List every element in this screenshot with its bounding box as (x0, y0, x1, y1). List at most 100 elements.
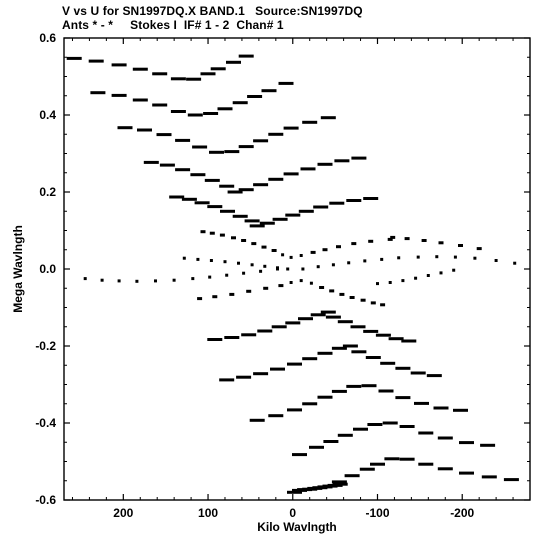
uv-point (353, 427, 368, 431)
x-tick-label: 0 (289, 506, 296, 520)
uv-point (246, 289, 252, 293)
uv-point (263, 286, 269, 290)
uv-point (187, 113, 203, 117)
uv-point (310, 250, 316, 254)
uv-point (346, 384, 362, 388)
uv-point (88, 59, 104, 63)
uv-point (494, 259, 498, 262)
uv-point (342, 344, 358, 348)
uv-point (210, 67, 226, 71)
uv-point (286, 267, 290, 271)
uv-point (283, 126, 299, 130)
uv-point (388, 281, 392, 284)
uv-point (200, 230, 206, 234)
uv-point (325, 315, 341, 319)
uv-point (298, 317, 313, 321)
uv-point (66, 56, 82, 60)
axis-ticks: 200 100 0 -100 -200 0.6 0.4 0.2 0.0 -0.2 -0.4 -0.6 (35, 31, 530, 520)
uv-point (459, 471, 474, 475)
uv-point (437, 467, 453, 471)
uv-point (236, 375, 252, 379)
uv-point (204, 178, 220, 182)
uv-point (363, 197, 379, 200)
uv-point (224, 336, 240, 339)
uv-point (268, 132, 284, 136)
uv-point (416, 255, 420, 259)
uv-point (476, 247, 482, 251)
uv-point (401, 279, 405, 283)
uv-point (207, 205, 223, 209)
uv-point (453, 408, 468, 412)
uv-point (339, 292, 345, 296)
uv-point (368, 239, 374, 243)
uv-point (380, 361, 396, 365)
uv-point (350, 325, 366, 329)
uv-point (225, 273, 229, 277)
uv-point (241, 239, 247, 242)
uv-point (117, 279, 121, 283)
uv-point (437, 436, 453, 440)
x-tick-label: -100 (365, 506, 389, 520)
uv-point (367, 423, 383, 426)
uv-point (426, 374, 442, 378)
uv-point (433, 406, 449, 410)
uv-point (337, 433, 353, 437)
uv-point (285, 321, 301, 325)
uv-point (271, 249, 277, 252)
uv-point (191, 277, 195, 281)
uv-point (182, 256, 186, 260)
uv-point (298, 209, 314, 213)
uv-point (117, 126, 133, 130)
uv-point (83, 277, 87, 281)
uv-point (156, 133, 172, 137)
uv-point (229, 292, 235, 296)
uv-point (220, 209, 235, 213)
uv-point (316, 265, 320, 269)
uv-point (197, 297, 203, 301)
y-tick-label: -0.6 (35, 493, 56, 507)
uv-point (259, 269, 263, 273)
y-tick-label: 0.2 (39, 185, 56, 199)
uv-point (382, 421, 398, 425)
uv-point (227, 190, 243, 194)
uv-point (410, 371, 426, 375)
uv-point (111, 93, 127, 97)
uv-point (270, 367, 285, 371)
uv-point (452, 268, 456, 272)
x-tick-label: -200 (450, 506, 474, 520)
uv-point (209, 150, 224, 154)
uv-point (231, 236, 236, 240)
uv-point (351, 242, 357, 246)
uv-point (351, 350, 367, 354)
uv-point (249, 224, 265, 228)
uv-point (317, 395, 333, 399)
uv-point (181, 197, 197, 201)
uv-point (319, 286, 325, 289)
uv-point (241, 333, 257, 337)
uv-point (263, 264, 267, 268)
uv-point (346, 199, 362, 202)
uv-point (349, 296, 355, 299)
uv-point (209, 231, 215, 235)
uv-point (170, 77, 186, 81)
uv-point (219, 378, 235, 382)
uv-point (384, 457, 400, 461)
uv-point (100, 278, 104, 282)
uv-point (292, 453, 307, 457)
uv-point (289, 281, 293, 284)
uv-point (259, 221, 275, 225)
uv-point (251, 242, 257, 246)
y-tick-label: 0.4 (39, 108, 56, 122)
uv-point (219, 233, 225, 237)
uv-point (503, 478, 519, 482)
uv-point (152, 103, 168, 107)
uv-point (375, 333, 391, 337)
uv-point (380, 257, 384, 261)
uv-point (317, 162, 333, 166)
uv-point (309, 445, 324, 449)
uv-point (363, 329, 379, 333)
y-axis-label: Mega Wavlngth (11, 225, 25, 313)
uv-point (388, 337, 404, 341)
uv-point (414, 401, 429, 405)
uv-point (253, 139, 269, 143)
